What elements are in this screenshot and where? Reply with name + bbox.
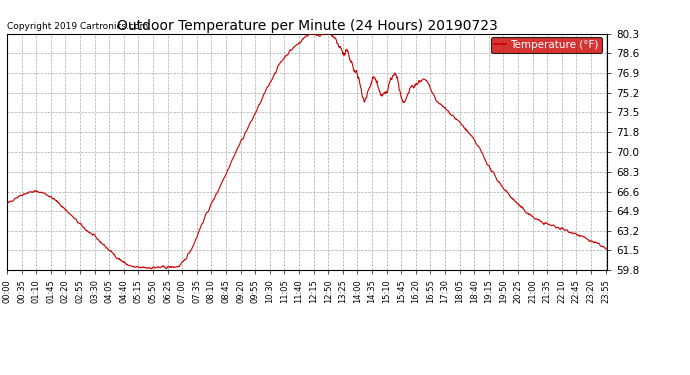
Text: Copyright 2019 Cartronics.com: Copyright 2019 Cartronics.com: [7, 22, 148, 32]
Title: Outdoor Temperature per Minute (24 Hours) 20190723: Outdoor Temperature per Minute (24 Hours…: [117, 19, 497, 33]
Legend: Temperature (°F): Temperature (°F): [491, 37, 602, 53]
